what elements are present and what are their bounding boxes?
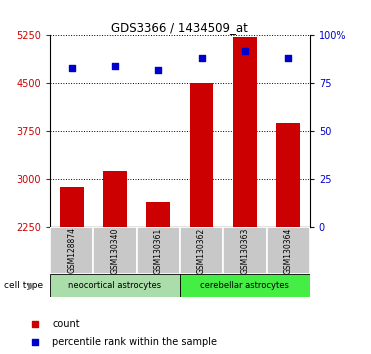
Bar [103, 171, 127, 227]
Text: percentile rank within the sample: percentile rank within the sample [52, 337, 217, 347]
Point [69, 65, 75, 71]
Point [198, 56, 204, 61]
Bar [50, 227, 93, 274]
Bar [190, 83, 213, 227]
Bar [93, 227, 137, 274]
Text: cell type: cell type [4, 281, 43, 290]
Text: GSM130340: GSM130340 [111, 227, 119, 274]
Bar [276, 123, 300, 227]
Text: GSM128874: GSM128874 [67, 228, 76, 273]
Point [112, 63, 118, 69]
Text: GSM130363: GSM130363 [240, 227, 249, 274]
Text: neocortical astrocytes: neocortical astrocytes [68, 281, 162, 290]
Point [155, 67, 161, 73]
Point [242, 48, 248, 53]
Text: GSM130364: GSM130364 [284, 227, 293, 274]
Bar [180, 274, 310, 297]
Bar [50, 274, 180, 297]
Bar [233, 37, 257, 227]
Text: count: count [52, 319, 80, 329]
Bar [60, 187, 83, 227]
Bar [180, 227, 223, 274]
Bar [266, 227, 310, 274]
Bar [137, 227, 180, 274]
Point [32, 321, 38, 327]
Text: GSM130361: GSM130361 [154, 227, 163, 274]
Point [285, 56, 291, 61]
Point [32, 339, 38, 344]
Title: GDS3366 / 1434509_at: GDS3366 / 1434509_at [112, 21, 248, 34]
Text: GSM130362: GSM130362 [197, 227, 206, 274]
Bar [147, 202, 170, 227]
Text: ▶: ▶ [28, 281, 35, 291]
Text: cerebellar astrocytes: cerebellar astrocytes [200, 281, 289, 290]
Bar [223, 227, 266, 274]
